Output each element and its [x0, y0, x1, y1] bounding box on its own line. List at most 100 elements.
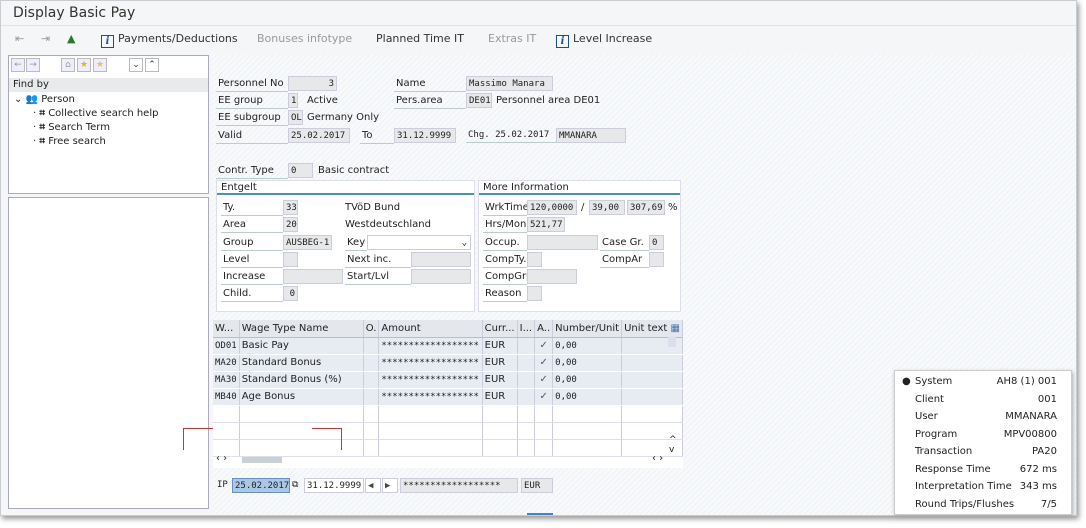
status-label: Client — [915, 393, 944, 405]
splitter-handle[interactable] — [527, 513, 553, 515]
next-inc-field[interactable] — [411, 252, 471, 267]
amount-cell: ****************** — [378, 388, 483, 406]
table-row[interactable]: MA20 Standard Bonus ****************** EUR ✓… — [213, 354, 683, 372]
favorite-icon[interactable]: ★ — [77, 58, 91, 72]
bonuses-infotype-button[interactable]: Bonuses infotype — [257, 32, 353, 45]
occup-label: Occup. — [483, 235, 527, 251]
name-field[interactable]: Massimo Manara — [466, 76, 553, 91]
chg-date: 25.02.2017 — [495, 130, 550, 140]
status-row[interactable]: ● System AH8 (1) 001 — [902, 376, 1057, 393]
vertical-scrollbar[interactable] — [668, 337, 676, 347]
assign-checkbox[interactable]: ✓ — [534, 354, 554, 372]
status-row[interactable]: Transaction PA20 — [915, 446, 1057, 463]
column-settings-icon[interactable]: ▦ — [670, 322, 680, 334]
tree-collective-search[interactable]: · ⌗ Collective search help — [33, 108, 159, 119]
comp-ty-field[interactable] — [527, 252, 542, 267]
increase-label: Increase — [221, 269, 283, 285]
next-inc-label: Next inc. — [345, 252, 411, 268]
table-row[interactable]: OD01 Basic Pay ****************** EUR ✓ 0,00 — [213, 337, 683, 355]
collapse-all-icon[interactable]: ⌃ — [145, 58, 159, 72]
i-cell — [517, 388, 536, 406]
assign-checkbox[interactable]: ✓ — [534, 337, 554, 355]
case-gr-field[interactable]: 0 — [649, 235, 664, 250]
start-lvl-field[interactable] — [411, 269, 471, 284]
hours-field[interactable]: 39,00 — [589, 200, 625, 215]
hrs-mon-field[interactable]: 521,77 — [527, 217, 565, 232]
occup-field[interactable] — [527, 235, 598, 250]
case-gr-label: Case Gr. — [600, 235, 649, 251]
col-number-unit[interactable]: Number/Unit — [552, 320, 623, 338]
status-row[interactable]: User MMANARA — [915, 411, 1057, 428]
col-a[interactable]: A.. — [534, 320, 554, 338]
footer-to-field[interactable]: 31.12.9999 — [304, 478, 364, 493]
child-field[interactable]: 0 — [283, 286, 298, 301]
level-field[interactable] — [283, 252, 298, 267]
comp-ar-field[interactable] — [649, 252, 664, 267]
extras-button[interactable]: Extras IT — [488, 32, 537, 45]
unit-text-cell — [621, 354, 683, 372]
ty-field[interactable]: 33 — [283, 200, 298, 215]
tree-search-term[interactable]: · ⌗ Search Term — [33, 122, 110, 133]
next-icon[interactable]: ▶ — [382, 478, 398, 493]
reason-field[interactable] — [527, 286, 542, 301]
valid-to-field[interactable]: 31.12.9999 — [394, 128, 456, 143]
payments-deductions-button[interactable]: i Payments/Deductions — [101, 32, 238, 48]
col-o[interactable]: O. — [363, 320, 380, 338]
forward-icon[interactable]: ⇥ — [41, 32, 51, 45]
scroll-left-right-icon[interactable]: ‹ › — [652, 453, 664, 464]
col-wage-type[interactable]: W... — [213, 320, 240, 338]
wrktime-field[interactable]: 120,0000 — [527, 200, 577, 215]
table-row[interactable]: MA30 Standard Bonus (%) ******************… — [213, 371, 683, 389]
key-dropdown[interactable]: ⌄ — [367, 235, 471, 250]
increase-field[interactable] — [283, 269, 343, 284]
status-value: MPV00800 — [1003, 428, 1057, 440]
personnel-no-field[interactable]: 3 — [288, 76, 337, 91]
status-row[interactable]: Response Time 672 ms — [915, 464, 1057, 481]
back-icon[interactable]: ⇤ — [15, 32, 25, 45]
prev-icon[interactable]: ◀ — [365, 478, 381, 493]
level-increase-button[interactable]: i Level Increase — [556, 32, 652, 48]
status-row[interactable]: Client 001 — [915, 394, 1057, 411]
i-cell — [517, 371, 536, 389]
col-currency[interactable]: Curr... — [482, 320, 518, 338]
expand-all-icon[interactable]: ⌄ — [129, 58, 143, 72]
child-label: Child. — [221, 286, 283, 302]
start-lvl-label: Start/Lvl — [345, 269, 411, 285]
status-row[interactable]: Program MPV00800 — [915, 429, 1057, 446]
footer-from-field[interactable]: 25.02.2017 — [232, 478, 290, 493]
contract-type-field[interactable]: 0 — [288, 163, 313, 178]
status-row[interactable]: Interpretation Time 343 ms — [915, 481, 1057, 498]
assign-checkbox[interactable]: ✓ — [534, 388, 554, 406]
ee-subgroup-field[interactable]: OL — [288, 110, 303, 125]
table-row[interactable]: MB40 Age Bonus ****************** EUR ✓ 0,00 — [213, 388, 683, 406]
pers-area-text: Personnel area DE01 — [496, 95, 601, 106]
valid-from-field[interactable]: 25.02.2017 — [288, 128, 350, 143]
system-status-popup: ● System AH8 (1) 001 Client 001 User MMANARA Pr… — [894, 370, 1072, 515]
area-field[interactable]: 20 — [283, 217, 298, 232]
person-icon: 👥 — [25, 94, 39, 105]
favorite-add-icon[interactable]: ★ — [93, 58, 107, 72]
ee-group-field[interactable]: 1 — [288, 93, 298, 108]
copy-icon[interactable]: ⧉ — [292, 480, 299, 490]
scroll-left-right-icon[interactable]: ‹ › — [216, 453, 228, 464]
comp-grp-field[interactable] — [527, 269, 577, 284]
tree-free-search[interactable]: · ⌗ Free search — [33, 136, 106, 147]
status-label: System — [915, 376, 953, 387]
group-field[interactable]: AUSBEG-1 — [283, 235, 332, 250]
home-icon[interactable]: ⌂ — [61, 58, 75, 72]
assign-checkbox[interactable]: ✓ — [534, 371, 554, 389]
pers-area-field[interactable]: DE01 — [466, 93, 492, 108]
scroll-up-down-icon[interactable]: ^ v — [669, 435, 677, 455]
col-amount[interactable]: Amount — [378, 320, 483, 338]
col-unit-text[interactable]: Unit text ▦ — [621, 320, 683, 338]
status-row[interactable]: Round Trips/Flushes 7/5 — [915, 499, 1057, 516]
col-wage-type-name[interactable]: Wage Type Name — [239, 320, 364, 338]
col-i[interactable]: I... — [517, 320, 536, 338]
planned-time-button[interactable]: Planned Time IT — [376, 32, 464, 45]
horizontal-scrollbar[interactable] — [242, 457, 282, 463]
nav-back-icon[interactable]: ← — [11, 58, 25, 72]
nav-forward-icon[interactable]: → — [26, 58, 40, 72]
comp-grp-label: CompGrp — [483, 269, 532, 285]
tree-person[interactable]: ⌄ 👥 Person — [14, 94, 75, 105]
org-structure-icon[interactable]: ▲ — [67, 32, 76, 45]
